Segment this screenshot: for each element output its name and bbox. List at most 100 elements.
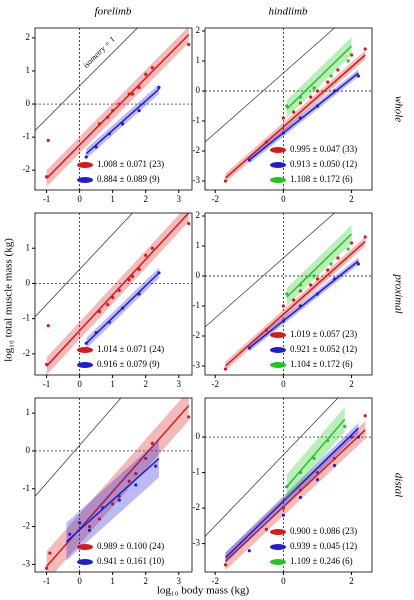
data-point xyxy=(315,104,320,108)
plot-frame xyxy=(204,397,373,573)
fit-line xyxy=(224,54,366,179)
x-tick-label: 0 xyxy=(77,576,82,586)
x-tick-label: 3 xyxy=(177,576,182,586)
x-tick-label: 1 xyxy=(110,576,115,586)
data-point xyxy=(326,80,330,84)
data-point xyxy=(356,262,360,266)
data-point xyxy=(130,274,135,278)
data-point xyxy=(48,551,52,555)
y-tick-label: -1 xyxy=(193,467,201,477)
y-tick-label: -3 xyxy=(23,558,31,568)
x-tick-label: 0 xyxy=(77,379,82,389)
data-point xyxy=(281,304,285,308)
y-tick-label: -1 xyxy=(23,483,31,493)
data-point xyxy=(107,132,111,136)
column-title: forelimb xyxy=(95,6,132,18)
data-point xyxy=(285,292,289,296)
y-tick-label: -3 xyxy=(193,175,201,185)
x-tick-label: 3 xyxy=(177,194,182,204)
data-point xyxy=(281,131,285,135)
x-tick-label: 2 xyxy=(349,379,354,389)
legend-label: 0.989 ± 0.100 (24) xyxy=(97,541,164,551)
data-point xyxy=(127,92,131,96)
y-tick-label: 1 xyxy=(26,407,31,417)
data-point xyxy=(68,532,72,536)
y-axis-label: log₁₀ total muscle mass (kg) xyxy=(3,238,15,362)
y-tick-label: 0 xyxy=(26,277,31,287)
y-tick-label: -1 xyxy=(193,300,201,310)
legend-icon xyxy=(270,544,286,550)
isometry-line xyxy=(35,28,138,131)
data-point xyxy=(106,115,110,119)
x-tick-label: -2 xyxy=(211,576,219,586)
x-tick-label: 0 xyxy=(281,576,286,586)
data-point xyxy=(144,456,148,461)
data-point xyxy=(343,424,347,429)
row-title: whole xyxy=(392,96,404,122)
y-tick-label: 0 xyxy=(196,270,201,280)
isometry-line xyxy=(205,213,335,328)
x-tick-label: 2 xyxy=(349,576,354,586)
x-tick-label: 2 xyxy=(143,379,148,389)
isometry-label: isometry = 1 xyxy=(81,35,116,70)
data-point xyxy=(120,122,125,126)
data-point xyxy=(150,441,154,445)
data-point xyxy=(329,262,333,266)
y-tick-label: 2 xyxy=(196,25,201,35)
fit-line xyxy=(286,418,346,488)
isometry-line xyxy=(35,398,122,497)
data-point xyxy=(292,298,296,302)
legend-icon xyxy=(77,559,93,565)
data-point xyxy=(264,328,268,332)
x-tick-label: 0 xyxy=(77,194,82,204)
y-tick-label: -2 xyxy=(193,145,201,155)
data-point xyxy=(312,274,316,278)
data-point xyxy=(187,42,191,47)
data-point xyxy=(247,549,251,553)
data-point xyxy=(127,479,131,483)
fit-line xyxy=(46,213,190,367)
data-point xyxy=(264,527,268,531)
legend-icon xyxy=(77,544,93,550)
y-tick-label: 1 xyxy=(26,242,31,252)
legend-icon xyxy=(270,347,286,353)
data-point xyxy=(363,235,367,239)
data-point xyxy=(44,175,49,179)
y-tick-label: 1 xyxy=(196,240,201,250)
data-point xyxy=(111,109,115,113)
data-point xyxy=(332,277,337,281)
data-point xyxy=(154,464,158,468)
data-point xyxy=(315,478,320,482)
fit-line xyxy=(248,260,359,349)
y-tick-label: 0 xyxy=(26,98,31,108)
data-point xyxy=(336,68,340,72)
y-tick-label: -1 xyxy=(23,313,31,323)
isometry-line xyxy=(35,213,133,318)
fit-line xyxy=(286,233,353,298)
x-tick-label: -1 xyxy=(43,576,51,586)
fit-line xyxy=(85,88,160,155)
plot-frame xyxy=(204,27,373,191)
x-tick-label: 0 xyxy=(281,194,286,204)
data-point xyxy=(97,122,102,126)
x-tick-label: 3 xyxy=(177,379,182,389)
data-point xyxy=(223,179,228,183)
legend-icon xyxy=(270,332,286,338)
data-point xyxy=(309,283,313,287)
row-title: proximal xyxy=(392,273,404,313)
data-point xyxy=(144,72,148,76)
data-point xyxy=(281,319,285,323)
y-tick-label: -1 xyxy=(23,131,31,141)
legend-icon xyxy=(77,162,93,168)
data-point xyxy=(87,525,92,529)
legend-label: 1.008 ± 0.071 (23) xyxy=(97,159,164,169)
data-point xyxy=(84,341,88,345)
data-point xyxy=(298,116,303,120)
y-tick-label: -3 xyxy=(193,538,201,548)
legend-icon xyxy=(270,529,286,535)
legend-label: 0.941 ± 0.161 (10) xyxy=(97,556,164,566)
legend-label: 0.900 ± 0.086 (23) xyxy=(290,526,357,536)
fit-line xyxy=(224,429,366,562)
legend-label: 1.014 ± 0.071 (24) xyxy=(97,344,164,354)
